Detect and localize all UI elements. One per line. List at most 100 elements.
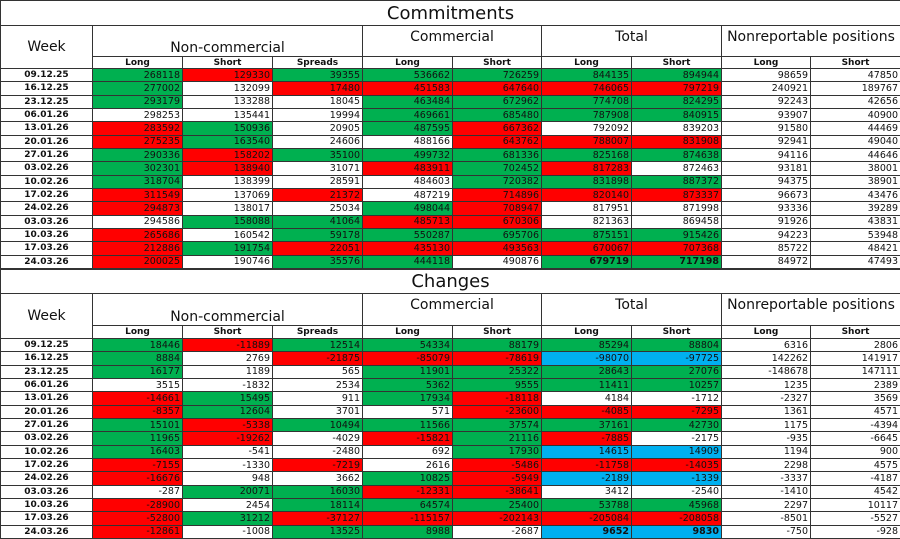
week-cell: 17.02.26 [1, 188, 92, 202]
column-header-short: Short [632, 326, 721, 338]
week-cell: 24.02.26 [1, 202, 92, 215]
value-cell: 45968 [632, 498, 721, 512]
value-cell: 2616 [363, 458, 452, 472]
value-cell: 93907 [722, 108, 810, 122]
value-cell: 9652 [542, 525, 631, 538]
value-cell: 277002 [93, 82, 182, 95]
value-cell: 27076 [632, 365, 721, 378]
value-cell: 14615 [542, 445, 631, 458]
value-cell: 92941 [722, 135, 810, 148]
value-cell: 135441 [183, 108, 272, 122]
value-cell: 11901 [363, 365, 452, 378]
value-cell: 294873 [93, 202, 182, 215]
column-header-long: Long [363, 326, 452, 338]
value-cell: 93181 [722, 162, 810, 175]
column-header-short: Short [183, 57, 272, 68]
value-cell: 189767 [811, 82, 900, 95]
value-cell: 746065 [542, 82, 631, 95]
value-cell: 3662 [273, 472, 362, 485]
week-cell: 17.03.26 [1, 512, 92, 525]
value-cell: 4575 [811, 458, 900, 472]
value-cell: 679719 [542, 255, 631, 268]
value-cell: 47493 [811, 255, 900, 268]
value-cell: 550287 [363, 228, 452, 242]
value-cell: 695706 [453, 228, 541, 242]
value-cell: 667362 [453, 122, 541, 135]
value-cell: 670067 [542, 242, 631, 255]
week-cell: 10.02.26 [1, 445, 92, 458]
value-cell: 871998 [632, 202, 721, 215]
value-cell: 821363 [542, 215, 631, 228]
value-cell: 17934 [363, 392, 452, 405]
value-cell: 18446 [93, 339, 182, 352]
value-cell: 84972 [722, 255, 810, 268]
value-cell: 643762 [453, 135, 541, 148]
value-cell: 8884 [93, 352, 182, 365]
value-cell: 708947 [453, 202, 541, 215]
value-cell: 15101 [93, 418, 182, 432]
value-cell: 787908 [542, 108, 631, 122]
value-cell: 9555 [453, 378, 541, 392]
value-cell: 874638 [632, 148, 721, 162]
value-cell: -928 [811, 525, 900, 538]
column-header-long: Long [93, 57, 182, 68]
value-cell: 265686 [93, 228, 182, 242]
value-cell: -18118 [453, 392, 541, 405]
value-cell: 5362 [363, 378, 452, 392]
value-cell: 283592 [93, 122, 182, 135]
value-cell: -4029 [273, 432, 362, 445]
value-cell: 451583 [363, 82, 452, 95]
value-cell: 142262 [722, 352, 810, 365]
week-cell: 03.02.26 [1, 162, 92, 175]
group-header-commercial: Commercial [363, 294, 541, 325]
value-cell: 4542 [811, 485, 900, 498]
section-title: Changes [1, 270, 900, 293]
value-cell: 685480 [453, 108, 541, 122]
value-cell: 53788 [542, 498, 631, 512]
column-header-spreads: Spreads [273, 57, 362, 68]
value-cell: 1194 [722, 445, 810, 458]
week-header: Week [1, 26, 92, 68]
value-cell: 35100 [273, 148, 362, 162]
value-cell: 915426 [632, 228, 721, 242]
value-cell: 48421 [811, 242, 900, 255]
column-header-short: Short [183, 326, 272, 338]
value-cell: 85294 [542, 339, 631, 352]
value-cell: -8357 [93, 405, 182, 418]
week-cell: 27.01.26 [1, 418, 92, 432]
value-cell: -4187 [811, 472, 900, 485]
week-cell: 03.03.26 [1, 485, 92, 498]
value-cell: 571 [363, 405, 452, 418]
value-cell: 8988 [363, 525, 452, 538]
value-cell: 15495 [183, 392, 272, 405]
value-cell: 2389 [811, 378, 900, 392]
value-cell: 37161 [542, 418, 631, 432]
value-cell: -2175 [632, 432, 721, 445]
value-cell: 483911 [363, 162, 452, 175]
week-cell: 03.03.26 [1, 215, 92, 228]
value-cell: -2480 [273, 445, 362, 458]
group-header-commercial: Commercial [363, 26, 541, 56]
column-header-long: Long [542, 57, 631, 68]
value-cell: 10257 [632, 378, 721, 392]
value-cell: 1235 [722, 378, 810, 392]
value-cell: 94223 [722, 228, 810, 242]
group-header-total: Total [542, 26, 721, 56]
value-cell: 44469 [811, 122, 900, 135]
column-header-long: Long [363, 57, 452, 68]
value-cell: 137069 [183, 188, 272, 202]
value-cell: 717198 [632, 255, 721, 268]
value-cell: 9830 [632, 525, 721, 538]
value-cell: 714896 [453, 188, 541, 202]
value-cell: 911 [273, 392, 362, 405]
value-cell: -541 [183, 445, 272, 458]
value-cell: -98070 [542, 352, 631, 365]
value-cell: 93336 [722, 202, 810, 215]
value-cell: 40900 [811, 108, 900, 122]
value-cell: 39355 [273, 69, 362, 82]
value-cell: 268118 [93, 69, 182, 82]
value-cell: -750 [722, 525, 810, 538]
value-cell: -7885 [542, 432, 631, 445]
value-cell: 490876 [453, 255, 541, 268]
value-cell: 774708 [542, 95, 631, 108]
